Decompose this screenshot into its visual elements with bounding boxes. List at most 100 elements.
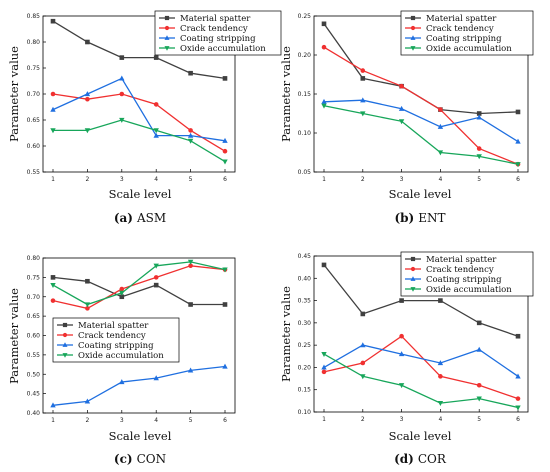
data-point — [153, 282, 159, 288]
legend-label: Oxide accumulation — [426, 44, 512, 54]
legend-label: Coating stripping — [78, 341, 154, 351]
legend-box — [400, 10, 534, 56]
data-point — [321, 364, 327, 370]
y-tick-label: 0.30 — [298, 320, 312, 327]
panel-caption: (d) COR — [394, 452, 447, 466]
y-tick-label: 0.40 — [27, 410, 41, 417]
panel-caption: (a) ASM — [114, 211, 166, 225]
data-point — [399, 83, 404, 89]
data-point — [188, 263, 193, 269]
x-tick-label: 2 — [85, 176, 89, 183]
legend-label: Material spatter — [426, 255, 497, 265]
series-oxide-accumulation — [321, 103, 521, 168]
data-point — [515, 333, 521, 339]
x-tick-label: 3 — [120, 176, 124, 183]
data-point — [360, 76, 366, 81]
panel-caption: (b) ENT — [394, 211, 445, 225]
series-coating-stripping — [321, 97, 521, 144]
y-tick-label: 0.75 — [27, 274, 41, 281]
caption-letter: (c) — [114, 452, 133, 466]
legend-box — [52, 317, 180, 363]
x-tick-label: 2 — [361, 416, 365, 423]
data-point — [187, 367, 194, 373]
y-tick-label: 0.10 — [298, 130, 312, 137]
data-point — [321, 262, 327, 268]
legend-marker — [62, 353, 68, 358]
x-tick-label: 4 — [154, 417, 158, 424]
series-crack-tendency — [321, 333, 521, 401]
x-tick-label: 5 — [477, 416, 481, 423]
series-crack-tendency — [50, 263, 228, 311]
data-point — [85, 278, 90, 284]
series-oxide-accumulation — [50, 259, 228, 308]
y-tick-label: 0.80 — [27, 255, 41, 262]
caption-name: COR — [418, 452, 447, 466]
legend-marker — [410, 35, 416, 40]
y-tick-label: 0.85 — [27, 13, 41, 20]
series-line — [52, 276, 225, 306]
series-material-spatter — [50, 18, 228, 81]
series-coating-stripping — [50, 75, 228, 143]
data-point — [399, 333, 404, 339]
x-axis-title: Scale level — [109, 429, 172, 443]
legend-label: Coating stripping — [180, 34, 256, 44]
data-point — [50, 91, 56, 97]
series-oxide-accumulation — [50, 117, 228, 165]
y-tick-label: 0.65 — [27, 117, 41, 124]
caption-letter: (a) — [114, 211, 133, 225]
x-tick-label: 1 — [322, 176, 326, 183]
y-tick-label: 0.70 — [27, 91, 41, 98]
data-point — [360, 342, 366, 348]
data-point — [321, 351, 327, 357]
y-tick-label: 0.80 — [27, 39, 41, 46]
series-line — [52, 265, 226, 310]
series-material-spatter — [50, 275, 228, 307]
data-point — [119, 290, 125, 296]
y-tick-label: 0.65 — [27, 313, 41, 320]
data-point — [476, 146, 482, 151]
x-tick-label: 6 — [516, 176, 520, 183]
y-tick-label: 0.25 — [298, 342, 312, 349]
y-tick-label: 0.35 — [298, 298, 312, 305]
data-point — [50, 106, 56, 112]
data-point — [476, 154, 482, 160]
data-point — [398, 351, 405, 357]
legend-label: Crack tendency — [426, 265, 494, 275]
data-point — [515, 109, 521, 115]
data-point — [476, 320, 482, 326]
y-axis-title: Parameter value — [279, 46, 293, 142]
x-tick-label: 4 — [438, 176, 442, 183]
x-axis-title: Scale level — [389, 187, 452, 201]
data-point — [153, 102, 159, 107]
data-point — [119, 91, 125, 97]
data-point — [476, 382, 482, 388]
data-point — [222, 148, 228, 154]
y-tick-label: 0.60 — [27, 143, 41, 150]
legend-marker — [164, 46, 170, 51]
data-point — [437, 360, 444, 366]
data-point — [153, 55, 159, 60]
series-line — [53, 119, 226, 163]
x-axis-title: Scale level — [389, 429, 452, 443]
y-axis-title: Parameter value — [7, 288, 21, 384]
legend-label: Coating stripping — [426, 275, 502, 285]
caption-name: ASM — [136, 211, 166, 225]
panel-caption: (c) CON — [114, 452, 166, 466]
series-coating-stripping — [321, 342, 521, 379]
legend-label: Crack tendency — [180, 24, 248, 34]
data-point — [188, 302, 193, 307]
data-point — [360, 311, 366, 317]
x-tick-label: 2 — [85, 417, 89, 424]
y-tick-label: 0.70 — [27, 294, 41, 301]
data-point — [222, 267, 228, 273]
y-tick-label: 0.45 — [27, 391, 41, 398]
y-tick-label: 0.55 — [27, 169, 41, 176]
data-point — [222, 159, 228, 165]
data-point — [515, 405, 521, 411]
data-point — [84, 128, 91, 134]
series-line — [52, 93, 226, 152]
series-material-spatter — [321, 262, 521, 339]
data-point — [515, 162, 521, 168]
